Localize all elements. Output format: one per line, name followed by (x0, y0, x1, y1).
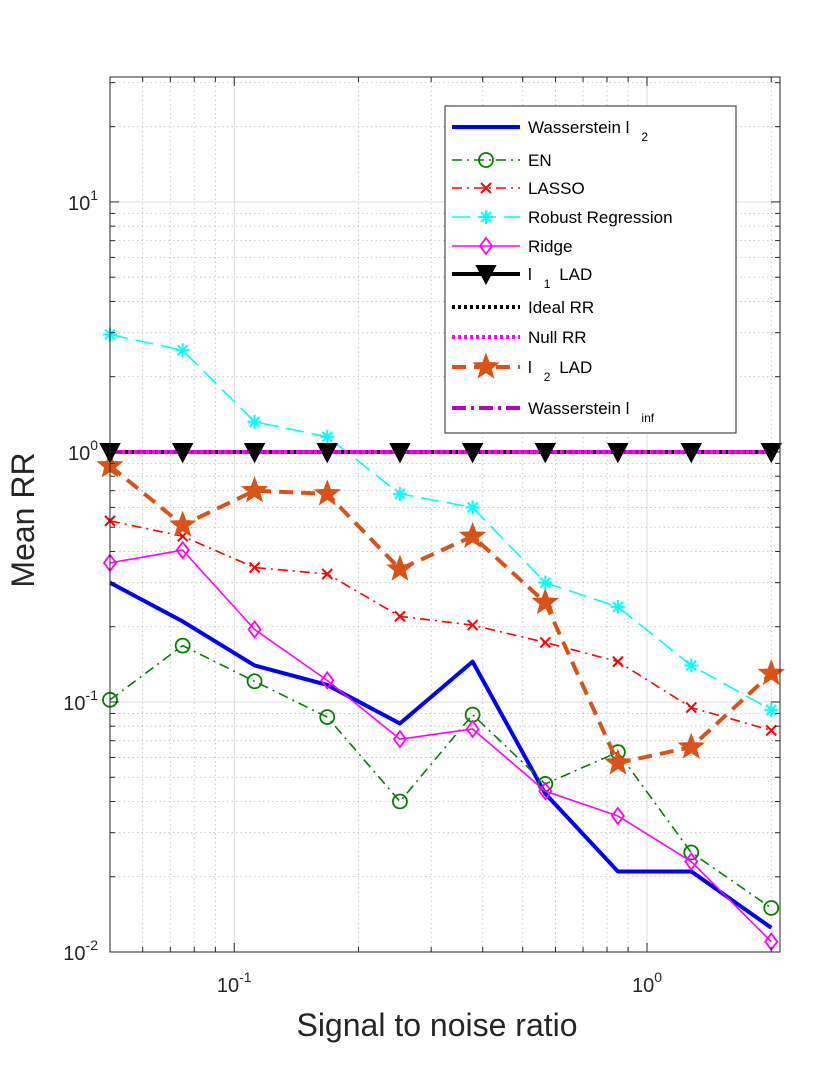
series-line (109, 520, 772, 732)
data-point (394, 610, 406, 623)
legend-item: Ridge (452, 236, 572, 256)
data-point (539, 636, 552, 649)
data-point (240, 476, 269, 503)
legend-item: LASSO (452, 179, 585, 198)
legend-label: Null RR (528, 328, 587, 347)
data-point (764, 702, 779, 717)
data-point (680, 442, 702, 464)
data-point (168, 510, 197, 537)
data-point (685, 701, 697, 714)
y-tick-label: 100 (68, 437, 98, 465)
plot-frame (109, 76, 781, 953)
y-tick-label: 101 (68, 187, 98, 215)
data-point (607, 442, 629, 464)
data-point (175, 540, 190, 560)
series-8 (96, 451, 785, 775)
data-point (461, 442, 484, 464)
data-point (389, 442, 411, 464)
legend-item: EN (452, 151, 552, 170)
series-line (109, 644, 772, 909)
data-point (610, 806, 625, 826)
data-point (392, 793, 408, 810)
legend-marker (479, 210, 493, 224)
data-point (247, 414, 262, 429)
data-point (174, 637, 191, 654)
legend-marker (480, 182, 492, 194)
data-point (538, 575, 553, 590)
data-point (610, 599, 625, 614)
legend: Wasserstein l 2 EN LASSO Robust Regression Ri… (444, 105, 737, 434)
data-point (319, 709, 336, 725)
legend-label: Wasserstein l inf (528, 399, 655, 425)
data-point (765, 724, 777, 737)
legend-item: Robust Regression (452, 208, 673, 227)
data-point (458, 521, 487, 548)
data-point (320, 670, 335, 690)
data-point (684, 658, 699, 673)
series-1 (102, 637, 780, 916)
data-point (534, 442, 556, 464)
data-point (684, 852, 699, 872)
data-point (465, 719, 480, 739)
data-point (321, 568, 333, 580)
legend-label: Ridge (528, 237, 572, 256)
series-line (109, 549, 772, 943)
data-point (246, 673, 263, 690)
data-point (677, 732, 705, 759)
x-axis-title: Signal to noise ratio (296, 1007, 577, 1043)
legend-item: Wasserstein l inf (452, 399, 655, 425)
data-point (386, 554, 414, 581)
legend-marker (475, 265, 497, 286)
data-point (316, 442, 338, 464)
data-point (465, 500, 480, 515)
legend-marker (478, 236, 494, 256)
data-point (313, 479, 341, 506)
legend-item: Null RR (452, 328, 587, 347)
data-point (247, 619, 262, 639)
legend-item: Ideal RR (452, 298, 594, 317)
data-point (466, 619, 479, 631)
data-point (392, 486, 407, 501)
series-line (108, 464, 773, 766)
data-point (320, 429, 335, 444)
data-point (243, 442, 266, 464)
data-point (392, 729, 408, 749)
series-2 (104, 515, 777, 737)
y-tick-label: 10-1 (63, 687, 98, 715)
x-tick-label: 100 (632, 969, 662, 997)
series-4 (102, 540, 779, 952)
y-tick-label: 10-2 (63, 937, 98, 965)
data-point (763, 900, 780, 916)
legend-label: EN (528, 151, 552, 170)
legend-label: LASSO (528, 179, 585, 198)
legend-marker (472, 352, 500, 379)
legend-marker (478, 152, 494, 168)
data-point (175, 343, 190, 358)
tick-layer: 10-1 100 10-2 10-1 100 101 (63, 77, 780, 997)
data-point (538, 781, 553, 801)
data-point (683, 844, 700, 861)
data-point (612, 655, 624, 668)
y-axis-title: Mean RR (5, 452, 41, 587)
data-point (248, 561, 261, 574)
legend-label: Ideal RR (528, 298, 594, 317)
data-point (172, 442, 194, 464)
x-tick-label: 10-1 (217, 969, 252, 997)
series-line (109, 580, 773, 930)
series-line (109, 333, 772, 711)
series-0 (109, 580, 773, 930)
data-point (757, 659, 785, 686)
legend-label: Robust Regression (528, 208, 673, 227)
data-point (604, 748, 632, 775)
data-point (531, 588, 560, 615)
